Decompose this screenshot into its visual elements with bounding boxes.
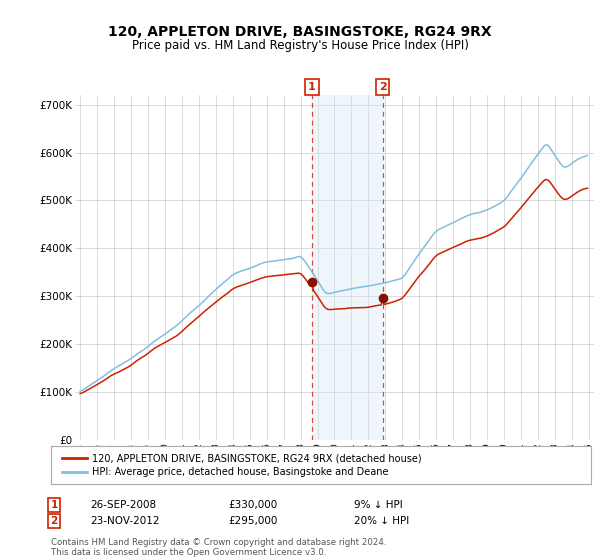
Text: 2: 2 bbox=[379, 82, 386, 92]
Text: 26-SEP-2008: 26-SEP-2008 bbox=[90, 500, 156, 510]
Text: 2: 2 bbox=[50, 516, 58, 526]
Text: £330,000: £330,000 bbox=[228, 500, 277, 510]
Text: £295,000: £295,000 bbox=[228, 516, 277, 526]
Text: 1: 1 bbox=[308, 82, 316, 92]
Text: 120, APPLETON DRIVE, BASINGSTOKE, RG24 9RX: 120, APPLETON DRIVE, BASINGSTOKE, RG24 9… bbox=[108, 25, 492, 39]
Bar bbox=[312, 95, 383, 440]
Text: Contains HM Land Registry data © Crown copyright and database right 2024.
This d: Contains HM Land Registry data © Crown c… bbox=[51, 538, 386, 557]
Legend: 120, APPLETON DRIVE, BASINGSTOKE, RG24 9RX (detached house), HPI: Average price,: 120, APPLETON DRIVE, BASINGSTOKE, RG24 9… bbox=[59, 450, 425, 481]
Text: 9% ↓ HPI: 9% ↓ HPI bbox=[354, 500, 403, 510]
Text: 1: 1 bbox=[50, 500, 58, 510]
Text: 23-NOV-2012: 23-NOV-2012 bbox=[90, 516, 160, 526]
Text: Price paid vs. HM Land Registry's House Price Index (HPI): Price paid vs. HM Land Registry's House … bbox=[131, 39, 469, 52]
Text: 20% ↓ HPI: 20% ↓ HPI bbox=[354, 516, 409, 526]
